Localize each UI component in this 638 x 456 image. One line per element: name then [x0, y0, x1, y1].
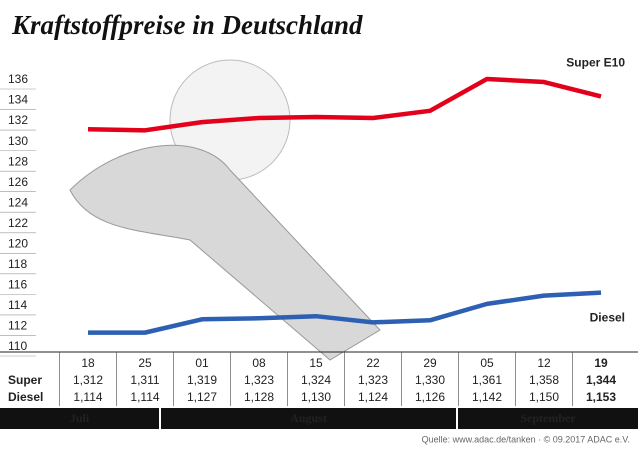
y-tick-label: 130 [8, 134, 28, 148]
y-tick-label: 134 [8, 93, 28, 107]
x-tick-label: 29 [423, 356, 437, 370]
value-label: 1,312 [73, 373, 103, 387]
y-tick-label: 118 [8, 257, 27, 271]
x-tick-label: 18 [81, 356, 95, 370]
x-tick-label: 19 [594, 356, 608, 370]
x-tick-label: 12 [537, 356, 551, 370]
month-bar [161, 408, 456, 429]
x-tick-label: 15 [309, 356, 323, 370]
series-label: Super E10 [566, 56, 625, 70]
value-label: 1,311 [130, 373, 159, 387]
series-label: Diesel [590, 311, 625, 325]
row-label: Super [8, 373, 42, 387]
value-label: 1,124 [358, 390, 388, 404]
value-label: 1,319 [187, 373, 217, 387]
value-label: 1,114 [73, 390, 102, 404]
x-tick-label: 08 [252, 356, 266, 370]
month-bar [458, 408, 638, 429]
illustration-nozzle [69, 144, 381, 361]
value-label: 1,323 [358, 373, 388, 387]
y-tick-label: 132 [8, 113, 28, 127]
value-label: 1,330 [415, 373, 445, 387]
y-tick-label: 128 [8, 154, 28, 168]
month-label: August [290, 411, 327, 425]
y-tick-label: 120 [8, 236, 28, 250]
y-tick-label: 116 [8, 278, 27, 292]
y-tick-label: 136 [8, 72, 28, 86]
y-tick-label: 114 [8, 298, 27, 312]
value-label: 1,126 [415, 390, 445, 404]
series-line [87, 76, 602, 133]
y-tick-label: 124 [8, 195, 28, 209]
chart-title: Kraftstoffpreise in Deutschland [11, 10, 363, 40]
y-tick-label: 122 [8, 216, 28, 230]
value-label: 1,324 [301, 373, 331, 387]
row-label: Diesel [8, 390, 43, 404]
value-label: 1,323 [244, 373, 274, 387]
value-label: 1,142 [472, 390, 502, 404]
month-bar [0, 408, 159, 429]
x-tick-label: 25 [138, 356, 152, 370]
x-tick-label: 22 [366, 356, 380, 370]
value-label: 1,127 [187, 390, 217, 404]
value-label: 1,358 [529, 373, 559, 387]
value-label: 1,150 [529, 390, 559, 404]
value-label: 1,361 [472, 373, 502, 387]
value-label: 1,130 [301, 390, 331, 404]
value-label: 1,153 [586, 390, 616, 404]
value-label: 1,128 [244, 390, 274, 404]
month-label: September [520, 411, 576, 425]
value-label: 1,114 [130, 390, 159, 404]
y-tick-label: 112 [8, 319, 27, 333]
month-label: Juli [70, 411, 90, 425]
series-line [88, 290, 602, 335]
value-label: 1,344 [586, 373, 616, 387]
y-tick-label: 126 [8, 175, 28, 189]
x-tick-label: 01 [195, 356, 209, 370]
source: Quelle: www.adac.de/tanken · © 09.2017 A… [422, 434, 630, 444]
y-tick-label: 110 [8, 339, 27, 353]
x-tick-label: 05 [480, 356, 494, 370]
